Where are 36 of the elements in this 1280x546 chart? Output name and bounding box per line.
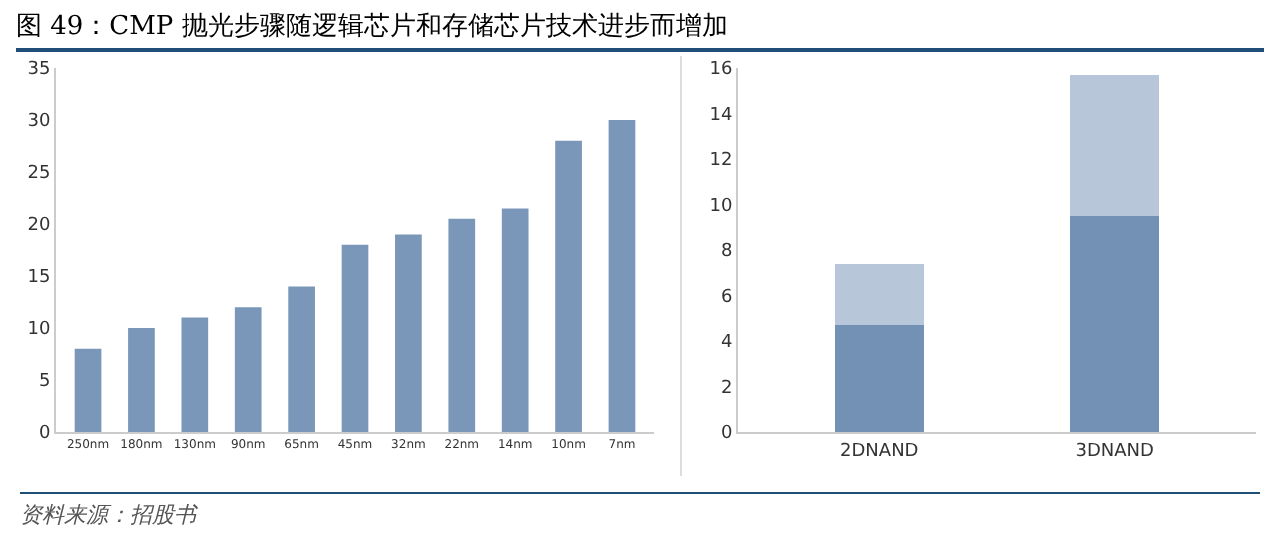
y-tick-label: 16 [709, 60, 733, 81]
bar [341, 244, 369, 432]
y-tick-label: 25 [27, 164, 51, 185]
y-tick-label: 10 [27, 320, 51, 341]
y-tick-label: 30 [27, 112, 51, 133]
y-tick-label: 4 [720, 333, 733, 354]
chart-title: 图 49：CMP 抛光步骤随逻辑芯片和存储芯片技术进步而增加 [16, 8, 1264, 52]
bar [181, 317, 209, 432]
bar [74, 348, 102, 432]
y-tick-label: 15 [27, 268, 51, 289]
bar [395, 234, 422, 432]
bar [608, 120, 636, 432]
y-tick-label: 12 [709, 151, 733, 172]
bar [834, 263, 924, 326]
y-tick-label: 20 [27, 216, 51, 237]
y-tick-label: 8 [720, 242, 733, 263]
bar [834, 325, 924, 432]
y-tick-label: 0 [38, 424, 51, 445]
bar [1070, 215, 1160, 432]
y-tick-label: 14 [709, 105, 733, 126]
y-tick-label: 2 [720, 378, 733, 399]
y-tick-label: 10 [709, 196, 733, 217]
x-tick-label: 3DNAND [1075, 441, 1155, 462]
bar [501, 208, 529, 432]
y-tick-label: 35 [27, 60, 51, 81]
x-tick-label: 2DNAND [840, 441, 919, 462]
bar [128, 328, 155, 432]
text: 资料来源：招股书 [20, 492, 1260, 530]
y-tick-label: 6 [720, 287, 733, 308]
bar [1070, 74, 1160, 216]
bar [448, 218, 476, 432]
y-tick-label: 5 [38, 372, 51, 393]
bar [288, 286, 315, 432]
bar [555, 140, 582, 432]
bar [234, 307, 262, 432]
y-tick-label: 0 [720, 424, 733, 445]
